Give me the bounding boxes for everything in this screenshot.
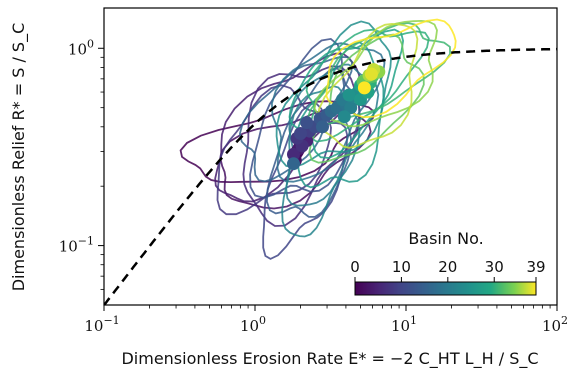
point-basin-21 — [344, 101, 358, 115]
plot-frame — [103, 7, 558, 306]
point-basin-25 — [342, 88, 356, 102]
y-axis-ticks: 10−1 100 — [59, 37, 104, 290]
colorbar-tick-label: 10 — [392, 258, 411, 276]
x-axis-ticks: 10−1 100 101 102 — [84, 305, 568, 335]
colorbar-tick-label: 39 — [526, 258, 545, 276]
contour-basin-22 — [281, 85, 361, 238]
point-basin-38 — [364, 67, 378, 81]
point-basin-16 — [287, 157, 300, 171]
point-basin-15 — [316, 120, 329, 134]
contour-basin-39 — [325, 18, 457, 119]
contour-basin-8 — [216, 84, 332, 216]
y-axis-label: Dimensionless Relief R* = S / S_C — [9, 23, 29, 292]
basin-points — [287, 63, 386, 171]
x-tick-label: 10−1 — [84, 314, 119, 335]
point-basin-6 — [287, 147, 300, 161]
colorbar-tick-label: 30 — [485, 258, 504, 276]
contour-basin-33 — [308, 33, 425, 164]
contour-basin-18 — [270, 42, 386, 183]
colorbar-tick-label: 20 — [438, 258, 457, 276]
point-basin-39 — [357, 81, 371, 95]
colorbar-title: Basin No. — [408, 229, 483, 248]
contour-basin-31 — [306, 22, 452, 127]
basin-contours — [179, 18, 457, 260]
colorbar: Basin No. 0 10 20 30 39 — [350, 229, 546, 296]
colorbar-tick-label: 0 — [350, 258, 360, 276]
point-basin-10 — [294, 127, 307, 140]
colorbar-ticks: 0 10 20 30 39 — [350, 258, 546, 282]
y-tick-label: 100 — [68, 37, 94, 58]
point-basin-12 — [300, 116, 314, 130]
point-basin-23 — [337, 110, 351, 124]
reference-curve — [104, 47, 557, 305]
x-tick-label: 102 — [542, 314, 568, 335]
x-axis-label: Dimensionless Erosion Rate E* = −2 C_HT … — [121, 349, 538, 369]
colorbar-gradient — [354, 281, 537, 296]
y-tick-label: 10−1 — [59, 235, 94, 256]
x-tick-label: 101 — [391, 314, 417, 335]
contour-basin-14 — [265, 67, 352, 218]
x-tick-label: 100 — [240, 314, 266, 335]
